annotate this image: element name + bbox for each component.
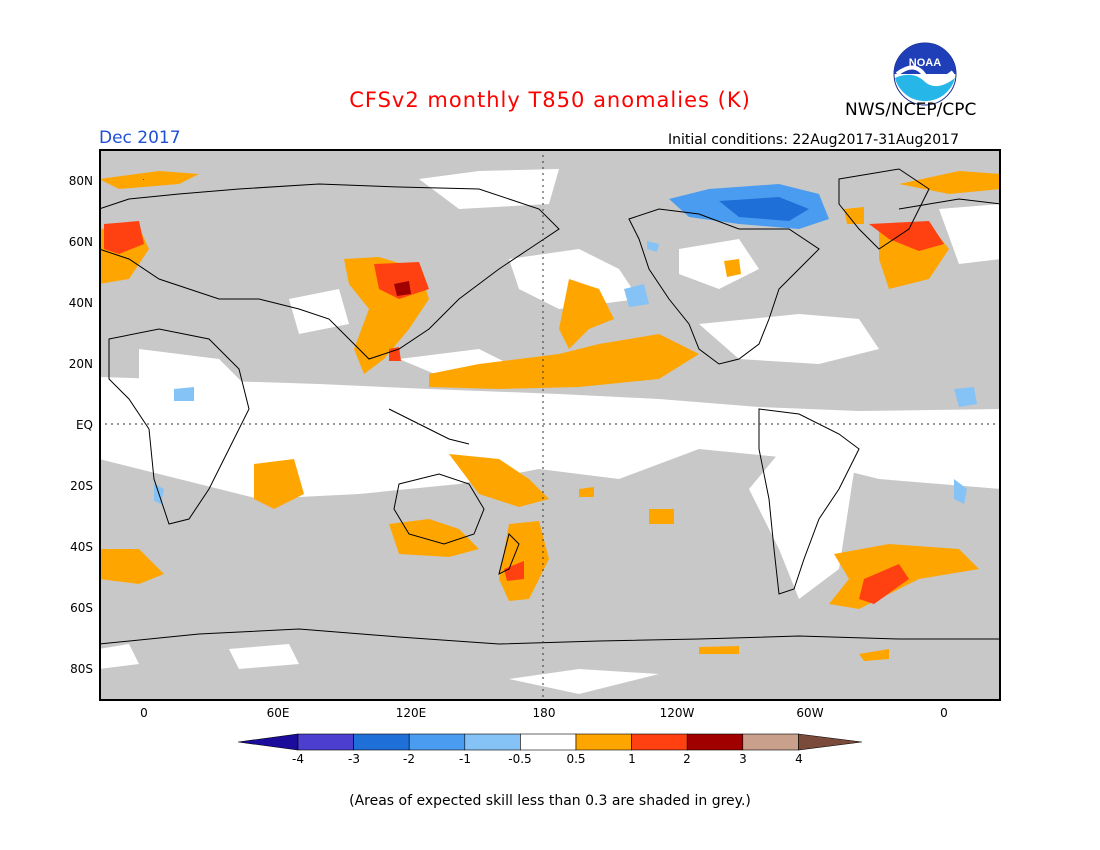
lat-label-eq: EQ [75,418,93,432]
anomaly-map [99,149,1001,701]
lat-label-80n: 80N [68,174,93,188]
noaa-logo-text: NOAA [909,57,941,69]
colorbar-label: 4 [795,752,803,766]
lat-label-40s: 40S [70,540,93,554]
map-title: CFSv2 monthly T850 anomalies (K) [349,88,751,112]
white-regions [99,169,1001,694]
lon-label-120e: 120E [395,706,427,720]
lat-label-20n: 20N [68,357,93,371]
lon-label-120w: 120W [659,706,695,720]
colorbar-segment [353,733,410,751]
skill-footnote: (Areas of expected skill less than 0.3 a… [349,793,751,809]
lon-label-60w: 60W [796,706,824,720]
colorbar-high-arrow [798,733,862,751]
colorbar-label: 3 [739,752,747,766]
coastlines [99,168,1001,645]
colorbar [238,733,862,751]
colorbar-label: -1 [459,752,471,766]
colorbar-segment [464,733,521,751]
anomaly-patches [99,171,1001,661]
colorbar-segment [742,733,799,751]
lat-label-60n: 60N [68,235,93,249]
lon-label-0-right: 0 [940,706,948,720]
lat-label-80s: 80S [70,662,93,676]
colorbar-label: 2 [683,752,691,766]
colorbar-low-arrow [238,733,299,751]
colorbar-segment [686,733,744,751]
colorbar-label: -4 [292,752,304,766]
noaa-logo: NOAA [893,42,957,106]
colorbar-segment [631,733,688,751]
lon-label-0-left: 0 [140,706,148,720]
colorbar-segment [520,733,577,751]
agency-label: NWS/NCEP/CPC [845,100,977,120]
colorbar-label: 1 [628,752,636,766]
gridlines [99,149,1001,701]
colorbar-segment [575,733,632,751]
lon-label-180: 180 [532,706,556,720]
lat-label-40n: 40N [68,296,93,310]
lat-label-20s: 20S [70,479,93,493]
colorbar-label: 0.5 [566,752,586,766]
forecast-month: Dec 2017 [99,128,181,148]
colorbar-label: -3 [348,752,360,766]
lon-label-60e: 60E [266,706,290,720]
lat-label-60s: 60S [70,601,93,615]
map-frame [99,149,1001,701]
colorbar-segment [408,733,466,751]
grid-dots [143,179,144,180]
colorbar-segment [297,733,354,751]
colorbar-label: -2 [403,752,415,766]
colorbar-label: -0.5 [508,752,532,766]
initial-conditions: Initial conditions: 22Aug2017-31Aug2017 [668,132,959,148]
